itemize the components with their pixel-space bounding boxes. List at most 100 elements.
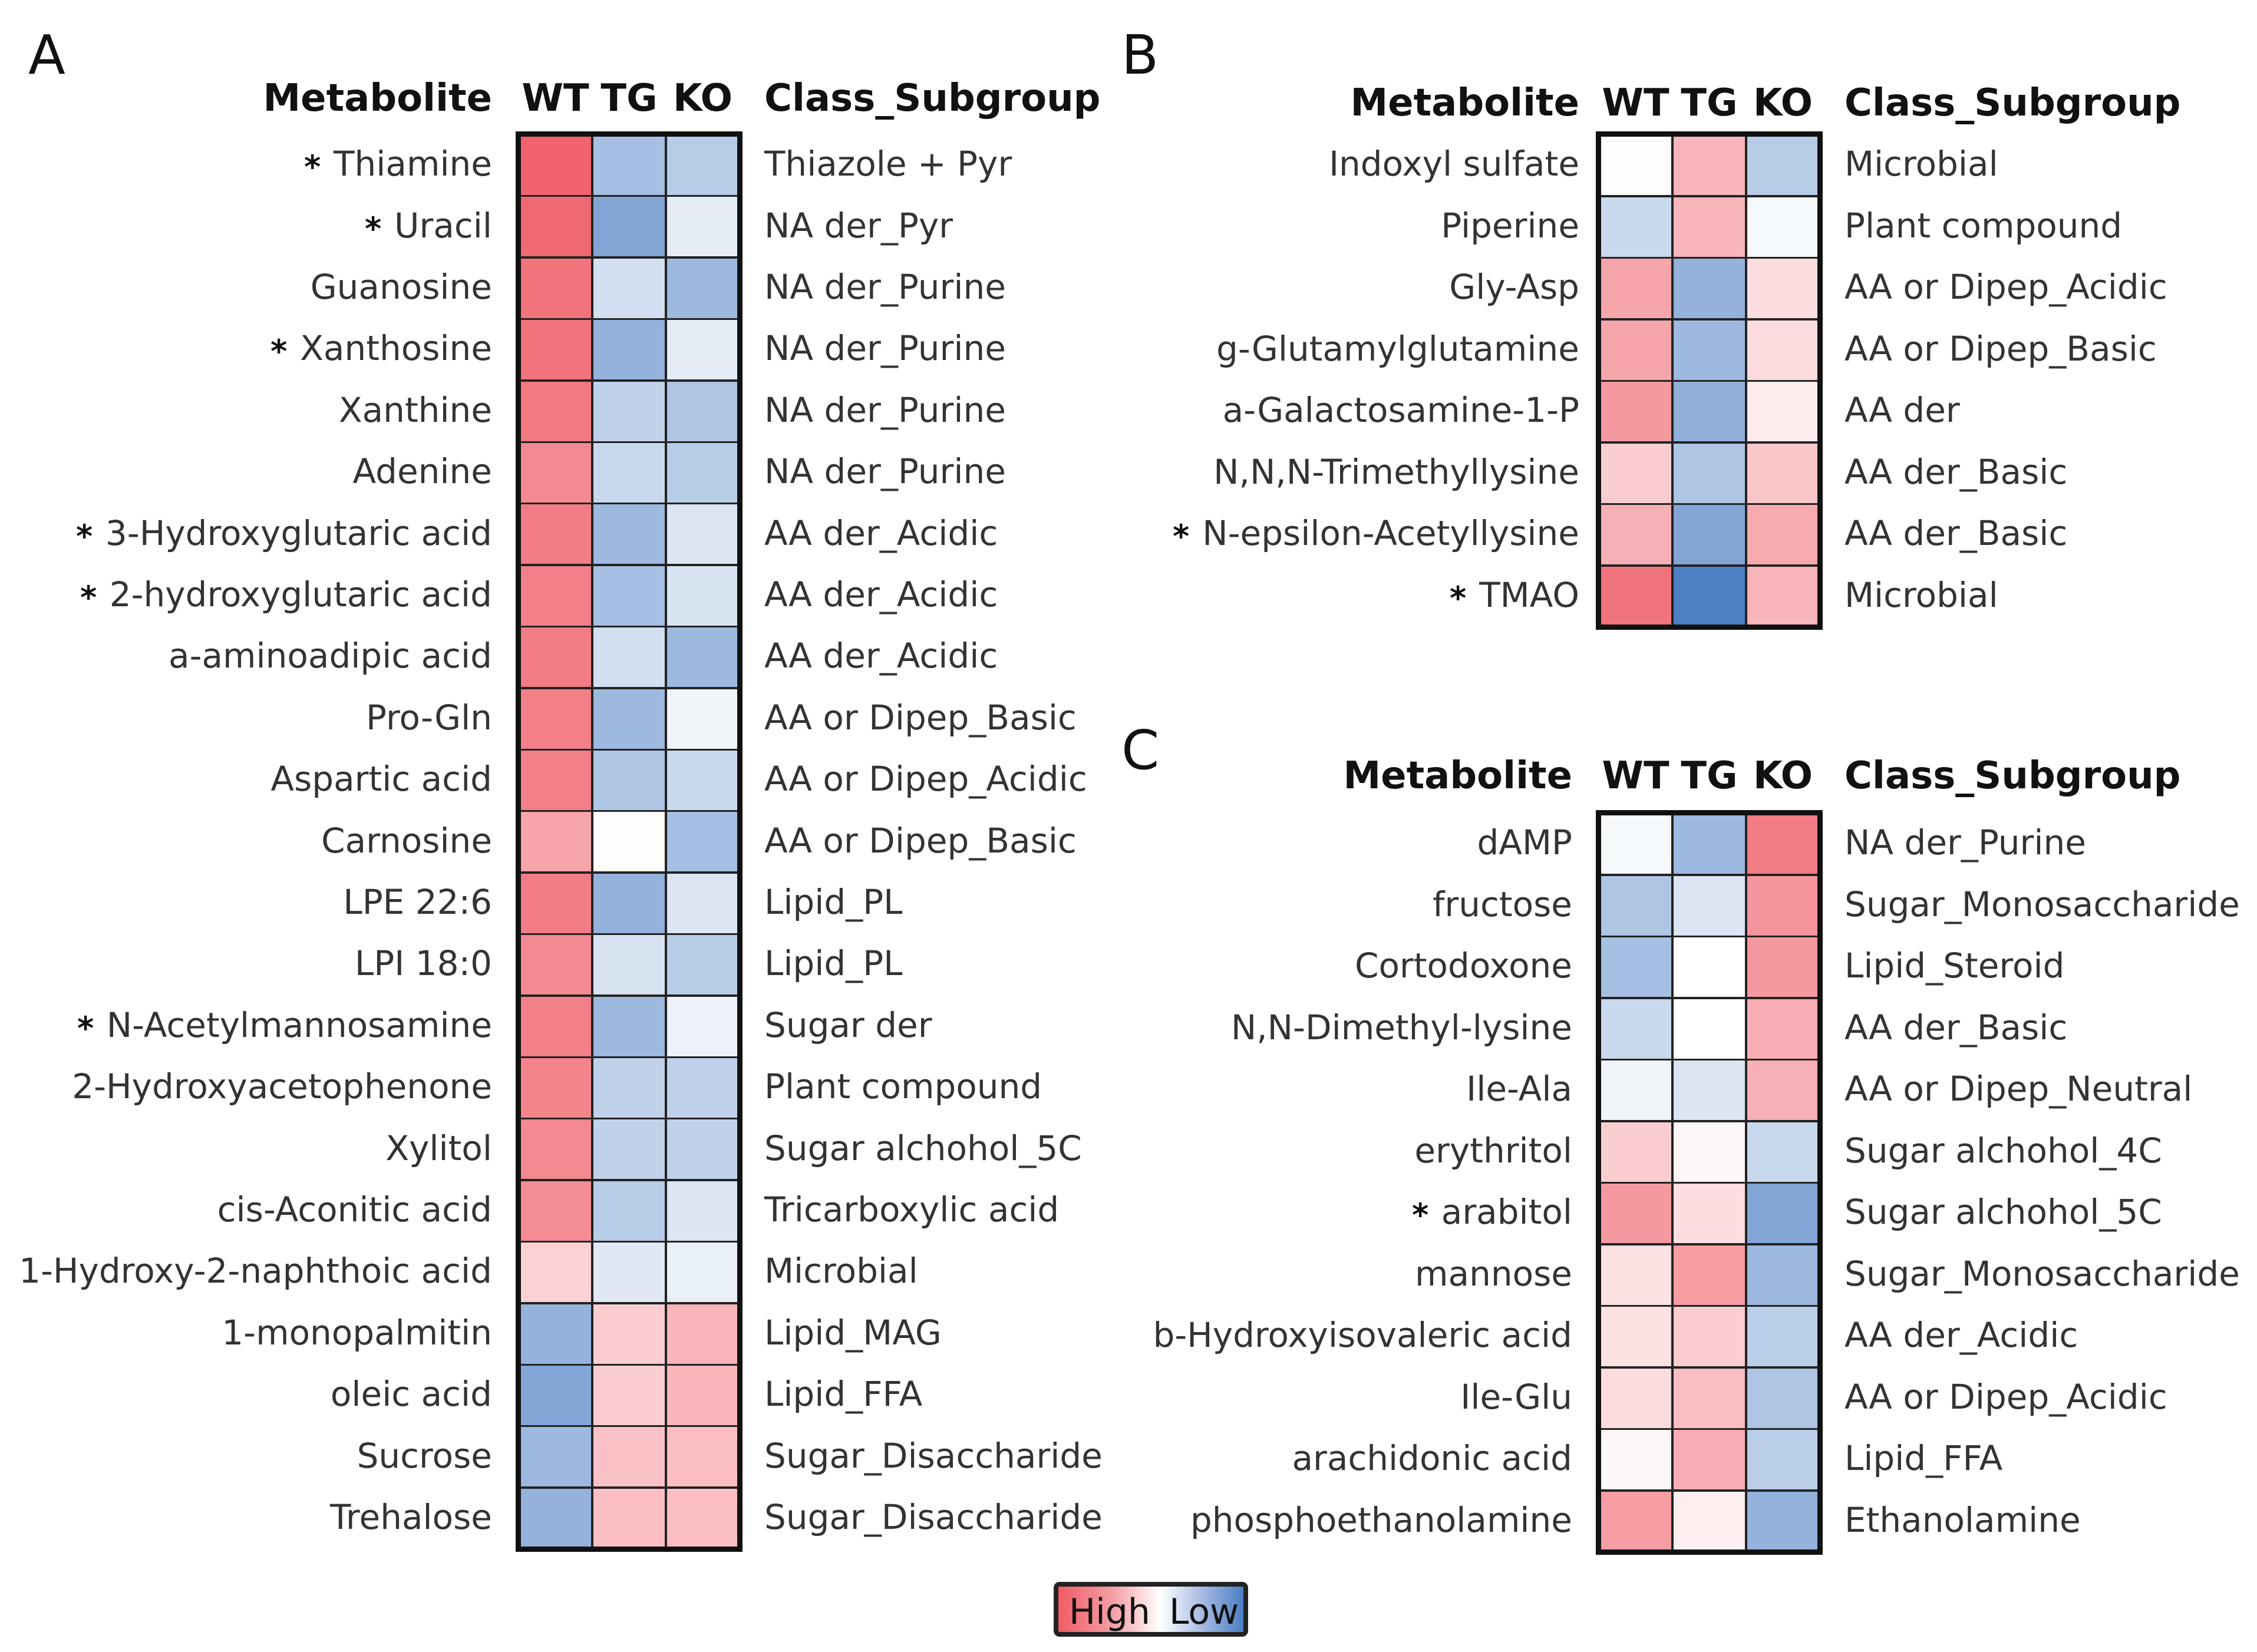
heatmap-cell-ko <box>1746 196 1820 258</box>
header-col-tg: TG <box>1681 81 1738 125</box>
class-subgroup-label: AA or Dipep_Acidic <box>1844 1376 2167 1417</box>
heatmap-cell-ko <box>666 442 740 504</box>
heatmap-cell-ko <box>1746 1244 1820 1306</box>
class-subgroup-label: Plant compound <box>764 1066 1042 1107</box>
class-subgroup-label: Microbial <box>764 1251 918 1291</box>
class-subgroup-label: Sugar alchohol_5C <box>1844 1192 2162 1233</box>
metabolite-label: erythritol <box>1414 1130 1572 1171</box>
heatmap-cell-wt <box>519 995 592 1058</box>
header-col-wt: WT <box>522 77 589 120</box>
metabolite-label: Carnosine <box>321 820 492 861</box>
heatmap-cell-tg <box>592 749 666 811</box>
heatmap-cell-wt <box>1599 134 1672 196</box>
heatmap-cell-wt <box>1599 1059 1672 1121</box>
metabolite-label: a-aminoadipic acid <box>169 636 492 676</box>
metabolite-label: Adenine <box>352 451 492 492</box>
class-subgroup-label: Lipid_FFA <box>1844 1438 2003 1479</box>
metabolite-label: dAMP <box>1477 822 1572 863</box>
heatmap-cell-wt <box>519 319 592 381</box>
heatmap-cell-ko <box>666 872 740 934</box>
metabolite-label: 1-Hydroxy-2-naphthoic acid <box>19 1251 492 1291</box>
heatmap-cell-wt <box>1599 997 1672 1060</box>
heatmap-cell-wt <box>1599 196 1672 258</box>
class-subgroup-label: Sugar alchohol_4C <box>1844 1130 2162 1171</box>
metabolite-label: Thiamine <box>334 144 492 184</box>
heatmap-cell-tg <box>1672 1059 1746 1121</box>
metabolite-label: Piperine <box>1441 205 1579 246</box>
heatmap-cell-tg <box>592 872 666 934</box>
class-subgroup-label: AA or Dipep_Basic <box>764 820 1077 861</box>
class-subgroup-label: Lipid_PL <box>764 943 903 984</box>
class-subgroup-label: AA der <box>1844 390 1960 431</box>
significance-star: * <box>1173 518 1190 556</box>
metabolite-label: N,N-Dimethyl-lysine <box>1230 1007 1572 1048</box>
heatmap-cell-ko <box>666 749 740 811</box>
metabolite-label: Pro-Gln <box>366 697 492 738</box>
heatmap-cell-ko <box>666 134 740 196</box>
heatmap-cell-wt <box>1599 504 1672 566</box>
heatmap-cell-wt <box>519 811 592 873</box>
header-col-ko: KO <box>1753 81 1813 125</box>
class-subgroup-label: AA der_Basic <box>1844 513 2068 554</box>
class-subgroup-label: AA or Dipep_Acidic <box>1844 267 2167 308</box>
class-subgroup-label: Sugar_Monosaccharide <box>1844 884 2240 924</box>
heatmap-cell-tg <box>592 1426 666 1488</box>
heatmap-cell-ko <box>1746 874 1820 937</box>
legend-low-label: Low <box>1169 1591 1239 1633</box>
metabolite-label: Trehalose <box>330 1497 492 1537</box>
class-subgroup-label: Lipid_PL <box>764 882 903 922</box>
heatmap-cell-ko <box>1746 997 1820 1060</box>
heatmap-cell-wt <box>519 1057 592 1119</box>
header-metabolite: Metabolite <box>263 77 492 120</box>
heatmap-cell-wt <box>1599 1429 1672 1491</box>
significance-star: * <box>77 1009 94 1047</box>
heatmap-cell-wt <box>1599 1490 1672 1552</box>
heatmap-cell-wt <box>519 442 592 504</box>
heatmap-cell-tg <box>1672 381 1746 442</box>
heatmap-cell-ko <box>666 1241 740 1304</box>
class-subgroup-label: AA der_Acidic <box>1844 1315 2078 1356</box>
heatmap-cell-ko <box>666 503 740 566</box>
heatmap-cell-tg <box>1672 442 1746 504</box>
class-subgroup-label: Sugar_Monosaccharide <box>1844 1253 2240 1294</box>
heatmap-cell-ko <box>666 380 740 442</box>
metabolite-label: Gly-Asp <box>1449 267 1579 308</box>
heatmap-cell-wt <box>519 1118 592 1181</box>
header-col-wt: WT <box>1602 81 1669 125</box>
heatmap-cell-wt <box>519 196 592 258</box>
metabolite-label: Guanosine <box>310 267 492 307</box>
metabolite-label: Cortodoxone <box>1354 946 1572 986</box>
class-subgroup-label: NA der_Purine <box>764 451 1006 492</box>
heatmap-cell-tg <box>1672 1182 1746 1244</box>
heatmap-cell-ko <box>1746 1121 1820 1183</box>
metabolite-label: LPE 22:6 <box>343 882 492 922</box>
heatmap-cell-wt <box>519 1487 592 1549</box>
heatmap-cell-ko <box>1746 936 1820 998</box>
significance-star: * <box>365 210 382 247</box>
heatmap-cell-tg <box>1672 504 1746 566</box>
header-col-tg: TG <box>1681 754 1738 798</box>
heatmap-cell-ko <box>1746 1367 1820 1429</box>
header-col-wt: WT <box>1602 754 1669 798</box>
metabolite-label: mannose <box>1415 1253 1572 1294</box>
heatmap-cell-tg <box>1672 813 1746 875</box>
heatmap-cell-ko <box>1746 257 1820 319</box>
class-subgroup-label: AA or Dipep_Basic <box>1844 328 2157 369</box>
heatmap-cell-wt <box>519 257 592 319</box>
heatmap-cell-tg <box>592 1057 666 1119</box>
heatmap-cell-tg <box>592 442 666 504</box>
significance-star: * <box>1412 1197 1429 1234</box>
heatmap-cell-tg <box>1672 134 1746 196</box>
significance-star: * <box>76 517 93 555</box>
heatmap-cell-wt <box>519 1426 592 1488</box>
metabolite-label: 3-Hydroxyglutaric acid <box>105 513 492 553</box>
header-col-ko: KO <box>1753 754 1813 798</box>
heatmap-cell-wt <box>1599 813 1672 875</box>
heatmap-cell-tg <box>592 1241 666 1304</box>
heatmap-cell-tg <box>592 1303 666 1365</box>
metabolite-label: 2-hydroxyglutaric acid <box>109 574 492 614</box>
heatmap-cell-ko <box>666 319 740 381</box>
class-subgroup-label: AA or Dipep_Neutral <box>1844 1069 2193 1109</box>
header-metabolite: Metabolite <box>1343 754 1572 798</box>
class-subgroup-label: Microbial <box>1844 144 1998 184</box>
